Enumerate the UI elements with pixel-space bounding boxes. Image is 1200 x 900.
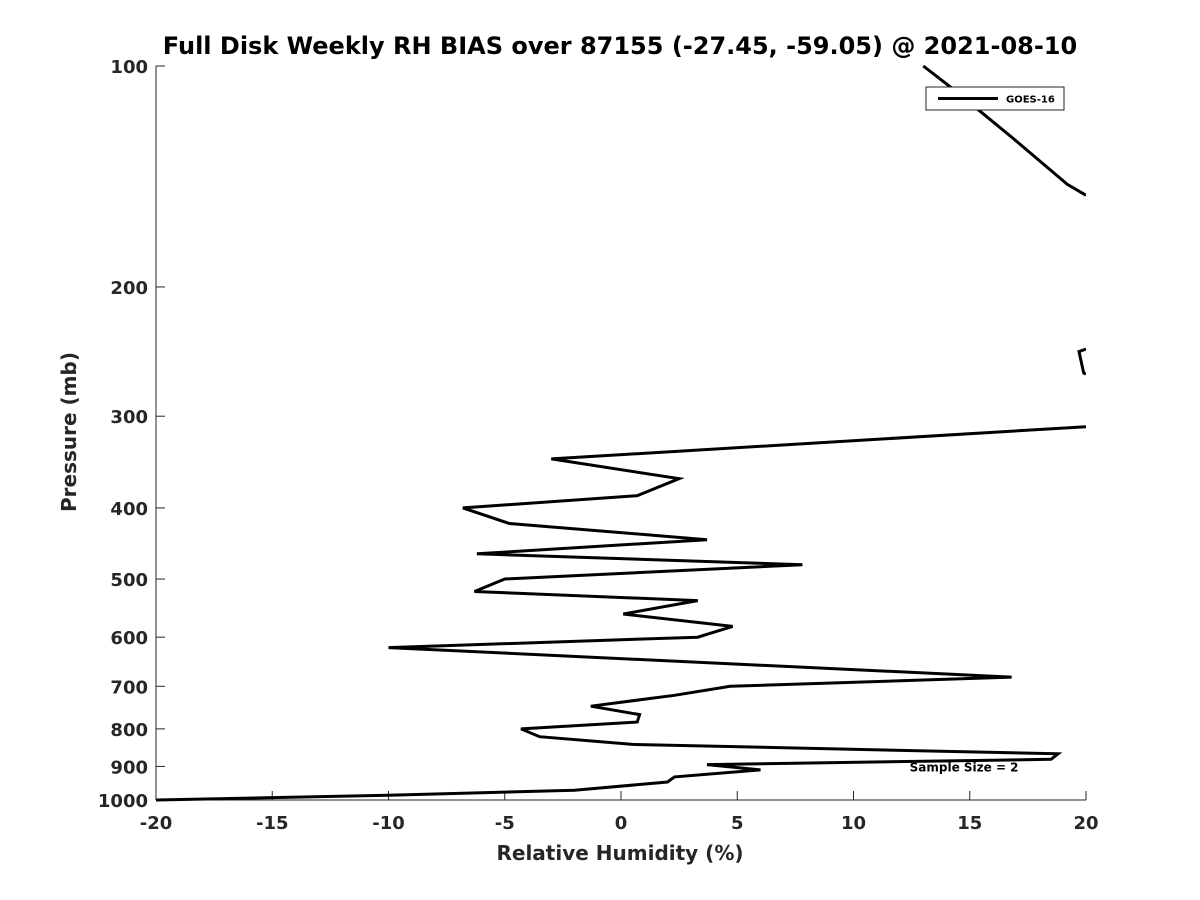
- series-lines: [156, 64, 1086, 802]
- x-tick-label: -10: [372, 813, 405, 834]
- y-tick-label: 1000: [98, 791, 148, 812]
- x-tick-label: 0: [615, 813, 628, 834]
- y-axis-label: Pressure (mb): [57, 352, 81, 512]
- y-tick-label: 600: [110, 628, 148, 649]
- series-line-goes-16: [922, 64, 1086, 197]
- chart-title: Full Disk Weekly RH BIAS over 87155 (-27…: [163, 32, 1077, 60]
- y-tick-label: 700: [110, 677, 148, 698]
- x-tick-label: 10: [841, 813, 866, 834]
- legend-label: GOES-16: [1006, 95, 1055, 106]
- y-tick-label: 400: [110, 499, 148, 520]
- y-tick-label: 200: [110, 278, 148, 299]
- x-tick-label: 20: [1073, 813, 1098, 834]
- series-line-goes-16: [156, 425, 1086, 802]
- series-line-goes-16: [1077, 347, 1086, 376]
- y-tick-label: 500: [110, 570, 148, 591]
- x-tick-label: -20: [140, 813, 173, 834]
- x-tick-label: 5: [731, 813, 744, 834]
- y-tick-label: 100: [110, 57, 148, 78]
- annotation-sample-size: Sample Size = 2: [910, 760, 1019, 774]
- plot-area: -20 -15 -10 -5 0 5 10 15 20 100 200 300 400 500 600 700…: [98, 57, 1099, 834]
- x-tick-label: -5: [495, 813, 515, 834]
- legend: GOES-16: [925, 86, 1065, 111]
- x-tick-label: -15: [256, 813, 289, 834]
- y-tick-label: 900: [110, 757, 148, 778]
- y-tick-label: 300: [110, 407, 148, 428]
- x-axis-label: Relative Humidity (%): [496, 841, 743, 865]
- x-tick-label: 15: [957, 813, 982, 834]
- y-tick-label: 800: [110, 720, 148, 741]
